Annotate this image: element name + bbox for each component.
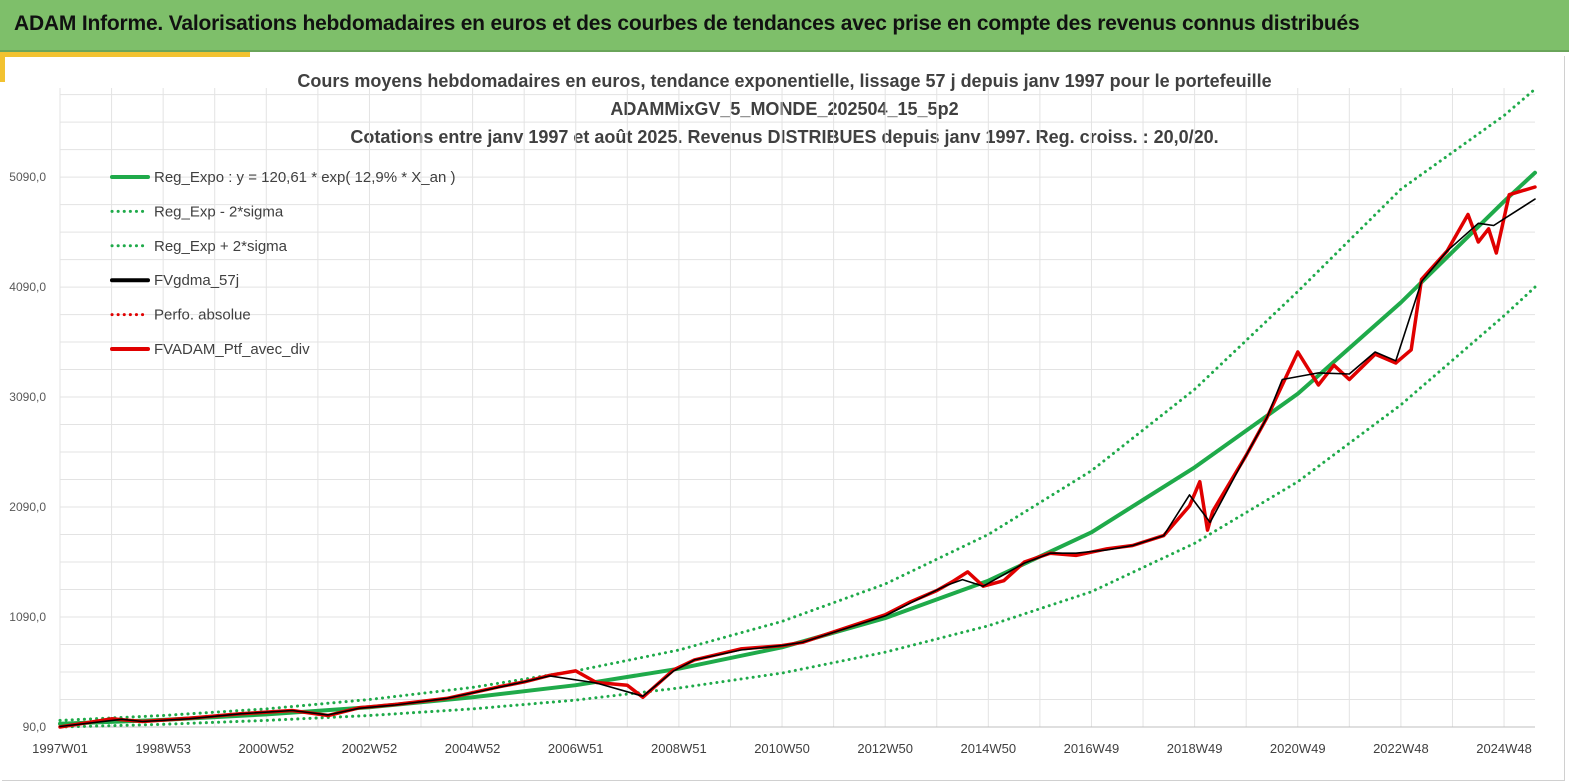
legend-label-1: Reg_Exp - 2*sigma [154, 203, 284, 220]
legend-label-2: Reg_Exp + 2*sigma [154, 238, 288, 255]
legend-label-5: FVADAM_Ptf_avec_div [154, 341, 310, 358]
series-line-3 [59, 198, 1536, 728]
legend: Reg_Expo : y = 120,61 * exp( 12,9% * X_a… [110, 169, 455, 358]
gridlines [59, 88, 1535, 728]
x-tick-label: 2014W50 [960, 741, 1016, 756]
x-tick-label: 2000W52 [238, 741, 294, 756]
y-tick-label: 2090,0 [9, 500, 46, 514]
series-line-2 [58, 87, 1537, 722]
y-tick-label: 90,0 [23, 720, 47, 734]
chart-title-line-3: Cotations entre janv 1997 et août 2025. … [350, 127, 1219, 147]
series-line-0 [58, 170, 1537, 726]
chart-frame [2, 56, 1565, 781]
banner-title: ADAM Informe. Valorisations hebdomadaire… [14, 12, 1360, 35]
legend-label-4: Perfo. absolue [154, 307, 251, 324]
legend-label-3: FVgdma_57j [154, 272, 239, 289]
x-tick-label: 2022W48 [1373, 741, 1429, 756]
x-tick-label: 2010W50 [754, 741, 810, 756]
x-tick-label: 1998W53 [135, 741, 191, 756]
y-tick-label: 1090,0 [9, 610, 46, 624]
y-tick-label: 5090,0 [9, 170, 46, 184]
accent-left-bar [0, 52, 5, 82]
axes: 90,0 1090,0 2090,0 3090,0 4090,0 5090,0 1997W0… [9, 170, 1535, 756]
chart-title-line-2: ADAMMixGV_5_MONDE_202504_15_5p2 [610, 99, 959, 119]
y-tick-label: 3090,0 [9, 390, 46, 404]
x-tick-label: 2016W49 [1064, 741, 1120, 756]
x-tick-label: 2008W51 [651, 741, 707, 756]
accent-strip [0, 52, 250, 57]
series-line-1 [58, 285, 1537, 729]
x-tick-label: 2004W52 [445, 741, 501, 756]
report-banner: ADAM Informe. Valorisations hebdomadaire… [0, 0, 1569, 52]
x-tick-label: 2006W51 [548, 741, 604, 756]
x-tick-label: 1997W01 [32, 741, 88, 756]
series-line-5 [58, 185, 1537, 729]
y-tick-label: 4090,0 [9, 280, 46, 294]
x-tick-label: 2020W49 [1270, 741, 1326, 756]
x-tick-label: 2018W49 [1167, 741, 1223, 756]
x-tick-label: 2012W50 [857, 741, 913, 756]
x-tick-label: 2002W52 [342, 741, 398, 756]
chart-title-line-1: Cours moyens hebdomadaires en euros, ten… [297, 71, 1272, 91]
legend-label-0: Reg_Expo : y = 120,61 * exp( 12,9% * X_a… [154, 169, 455, 186]
series-lines [58, 87, 1537, 729]
x-tick-label: 2024W48 [1476, 741, 1532, 756]
